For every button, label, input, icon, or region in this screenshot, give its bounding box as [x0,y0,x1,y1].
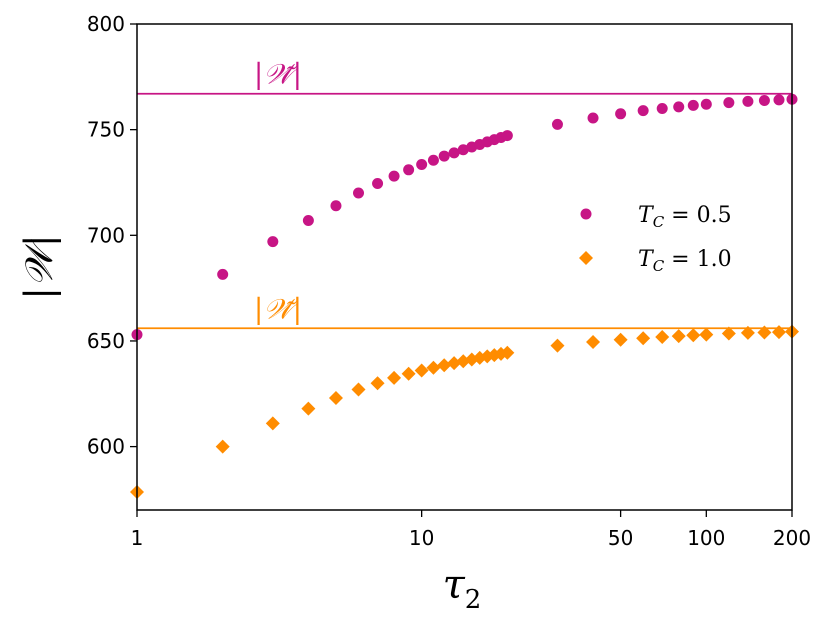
series-2-point [426,360,441,375]
series-1-point [403,164,415,176]
series-1-point [673,101,685,113]
series-2-point [550,338,565,353]
series-2-point [586,335,601,350]
series-2-point [215,439,230,454]
legend: TC = 0.5 TC = 1.0 [579,203,732,275]
x-tick-label: 10 [409,526,434,550]
x-axis-title: τ2 [443,562,482,615]
series-2-point [351,382,366,397]
series-2-point [757,325,772,340]
y-axis-ticks: 600 650 700 750 800 [87,12,137,459]
series-1-point [457,144,469,156]
series-2-point [500,345,515,360]
x-tick-label: 100 [687,526,725,550]
series-2-point [671,329,686,344]
legend-label-1: TC = 0.5 [638,203,732,231]
series-1-point [388,170,400,182]
series-2-point [437,358,452,373]
series-2-point [301,401,316,416]
series-1-point [438,150,450,162]
series-1-point [551,118,563,130]
series-2-point [447,356,462,371]
series-1-point [267,236,279,248]
series-1-point [416,159,428,171]
reference-labels: |𝒲̃| |𝒲̃| [254,58,302,326]
series-1-point [742,95,754,107]
series-1-point [758,94,770,106]
series-1-point [302,215,314,227]
series-2-point [636,331,651,346]
series-2-point [387,370,402,385]
reference-label-2: |𝒲̃| [254,292,302,325]
y-tick-label: 750 [87,118,125,142]
data-series [130,93,799,500]
series-1-point [637,105,649,117]
series-2-point [265,416,280,431]
x-axis-ticks: 1 10 50 100 200 [131,510,811,550]
series-1-point [501,130,513,142]
series-2-point [699,327,714,342]
series-1-point [615,108,627,120]
series-1-point [353,187,365,199]
series-2-point [655,329,670,344]
series-2-point [721,326,736,341]
legend-marker-1 [580,208,592,220]
series-1-point [217,268,229,280]
x-tick-label: 1 [131,526,144,550]
series-2-point [414,363,429,378]
series-1-point [687,99,699,111]
legend-marker-2 [579,251,593,265]
series-1-point [773,94,785,106]
series-1-point [723,97,735,109]
legend-label-2: TC = 1.0 [638,247,732,275]
series-2-point [686,328,701,343]
y-tick-label: 650 [87,329,125,353]
series-2-point [401,366,416,381]
series-1-point [700,98,712,110]
x-tick-label: 200 [773,526,811,550]
series-1-point [656,103,668,115]
series-2-point [613,332,628,347]
series-1-point [372,178,384,190]
plot-frame [136,23,793,511]
y-axis-title: |𝒲| [17,234,61,299]
y-tick-label: 800 [87,12,125,36]
x-tick-label: 50 [608,526,633,550]
reference-lines [137,92,792,330]
series-1-point [587,112,599,124]
series-1-point [330,200,342,212]
series-2-point [771,325,786,340]
y-tick-label: 600 [87,435,125,459]
series-1-point [427,154,439,166]
series-2-point [328,391,343,406]
series-2-point [740,325,755,340]
series-1-point [448,147,460,159]
reference-label-1: |𝒲̃| [254,58,302,91]
series-2-point [370,376,385,391]
y-tick-label: 700 [87,223,125,247]
